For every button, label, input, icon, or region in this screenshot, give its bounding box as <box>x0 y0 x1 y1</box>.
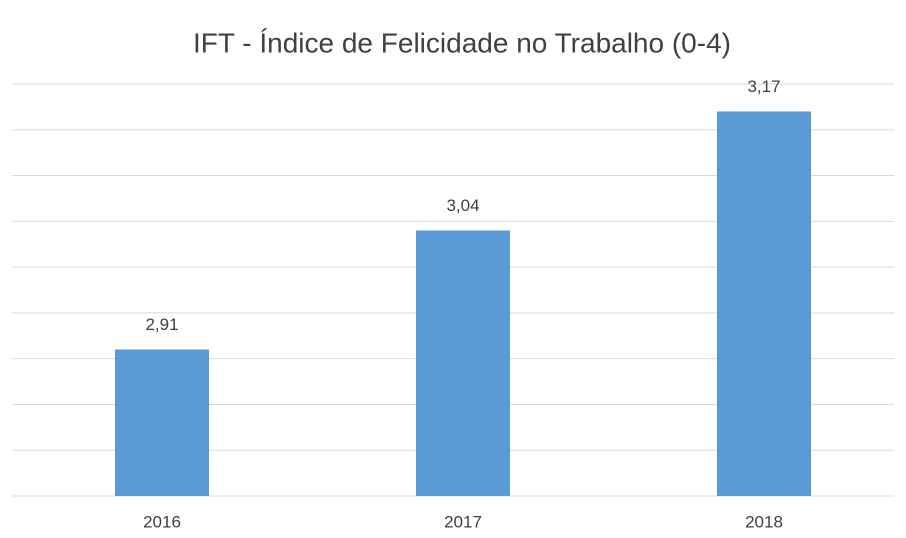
value-label: 3,04 <box>446 196 479 215</box>
x-tick-label: 2017 <box>444 512 482 531</box>
bar <box>717 111 811 496</box>
chart-title: IFT - Índice de Felicidade no Trabalho (… <box>193 27 731 58</box>
x-tick-label: 2018 <box>745 512 783 531</box>
x-tick-label: 2016 <box>143 512 181 531</box>
bar <box>416 230 510 496</box>
value-label: 2,91 <box>145 315 178 334</box>
bar <box>115 349 209 496</box>
value-label: 3,17 <box>747 77 780 96</box>
